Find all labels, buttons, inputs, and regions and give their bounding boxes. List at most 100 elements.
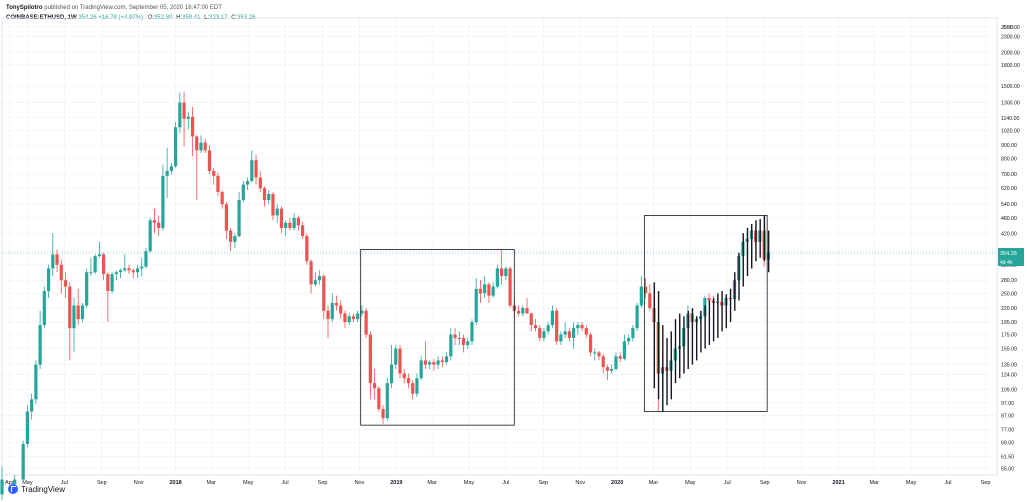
candle-body xyxy=(85,272,89,306)
candle-body xyxy=(648,293,652,309)
candle-body xyxy=(224,204,229,231)
candle-body xyxy=(406,378,411,384)
x-tick-label: 2018 xyxy=(169,480,181,486)
candle-body xyxy=(102,254,106,275)
candle-body xyxy=(165,170,169,176)
candle-body xyxy=(93,256,97,273)
x-tick-label: May xyxy=(685,480,696,486)
candle-body xyxy=(123,268,127,271)
candle-body xyxy=(169,166,173,171)
candle-body xyxy=(296,217,300,226)
candle-body xyxy=(55,254,59,265)
candle-body xyxy=(131,270,135,273)
x-tick-label: Sep xyxy=(981,480,991,486)
annotation-rectangle xyxy=(643,215,768,412)
candle-body xyxy=(614,356,618,369)
candle-body xyxy=(356,313,360,320)
candle-body xyxy=(364,310,368,335)
candle-body xyxy=(339,305,343,314)
candle-body xyxy=(635,305,639,329)
candle-body xyxy=(707,298,711,301)
y-tick-label: 87.00 xyxy=(1001,413,1014,419)
x-tick-label: May xyxy=(906,480,917,486)
candle-body xyxy=(326,310,330,320)
x-tick-label: Mar xyxy=(869,480,879,486)
x-tick-label: Sep xyxy=(760,480,770,486)
candle-body xyxy=(80,305,85,320)
plot-area-border xyxy=(1,17,998,476)
candle-body xyxy=(38,325,42,365)
candle-body xyxy=(212,170,216,176)
annotation-rectangle xyxy=(360,249,515,426)
candle-body xyxy=(508,268,512,306)
candle-body xyxy=(322,276,326,311)
candle-body xyxy=(330,302,334,320)
candle-body xyxy=(309,261,313,285)
x-tick-label: Nov xyxy=(134,480,144,486)
y-tick-label: 2300.00 xyxy=(1001,35,1020,41)
candle-body xyxy=(525,308,529,314)
y-tick-label: 1800.00 xyxy=(1001,63,1020,69)
candle-body xyxy=(186,116,190,119)
candle-body xyxy=(317,276,322,281)
candle-body xyxy=(245,180,250,185)
candle-body xyxy=(567,331,571,338)
y-tick-label: 124.00 xyxy=(1001,372,1017,378)
candle-body xyxy=(89,272,93,274)
candle-body xyxy=(538,328,542,338)
candle-body xyxy=(76,305,80,320)
candle-body xyxy=(178,102,182,128)
x-tick-label: 2020 xyxy=(611,480,623,486)
candle-body xyxy=(241,184,245,201)
candle-body xyxy=(546,325,550,332)
candle-body xyxy=(144,251,148,267)
candle-body xyxy=(118,270,123,273)
x-tick-label: May xyxy=(243,480,254,486)
candle-body xyxy=(385,383,389,419)
y-tick-label: 135.00 xyxy=(1001,363,1017,369)
candle-body xyxy=(34,364,38,400)
candle-body xyxy=(461,337,466,345)
candle-body xyxy=(521,308,525,314)
candle-body xyxy=(46,268,51,292)
candle-body xyxy=(30,399,34,412)
x-tick-label: Nov xyxy=(797,480,807,486)
candle-body xyxy=(313,280,317,285)
candle-body xyxy=(466,341,470,345)
candle-body xyxy=(504,268,508,277)
candle-body xyxy=(588,334,593,353)
candle-body xyxy=(68,286,72,329)
candle-body xyxy=(559,334,563,342)
candle-body xyxy=(343,313,347,323)
candle-body xyxy=(449,334,453,357)
price-tag-box xyxy=(998,247,1024,258)
candle-body xyxy=(42,291,46,326)
candle-body xyxy=(229,230,233,242)
candle-body xyxy=(152,220,157,223)
candle-body xyxy=(334,302,339,306)
candle-body xyxy=(398,348,402,374)
candle-body xyxy=(631,328,635,338)
x-tick-label: 2019 xyxy=(390,480,402,486)
candle-body xyxy=(182,102,186,119)
candle-body xyxy=(173,127,178,167)
candle-body xyxy=(127,268,131,271)
candle-body xyxy=(555,310,559,342)
y-tick-label: 540.00 xyxy=(1001,202,1017,208)
candle-body xyxy=(59,264,63,281)
candle-body xyxy=(381,408,385,419)
candle-body xyxy=(436,360,440,365)
candle-body xyxy=(563,331,567,335)
candle-body xyxy=(584,328,588,335)
x-tick-label: Jul xyxy=(61,480,68,486)
candle-body xyxy=(622,341,627,359)
candle-body xyxy=(571,328,576,338)
candle-body xyxy=(580,325,584,329)
candle-body xyxy=(51,254,55,269)
tradingview-footer[interactable]: TradingView xyxy=(8,484,65,494)
y-tick-label: 700.00 xyxy=(1001,172,1017,178)
x-tick-label: Jul xyxy=(502,480,509,486)
author-name[interactable]: TonySpilotro xyxy=(6,5,43,11)
y-tick-label: 420.00 xyxy=(1001,231,1017,237)
